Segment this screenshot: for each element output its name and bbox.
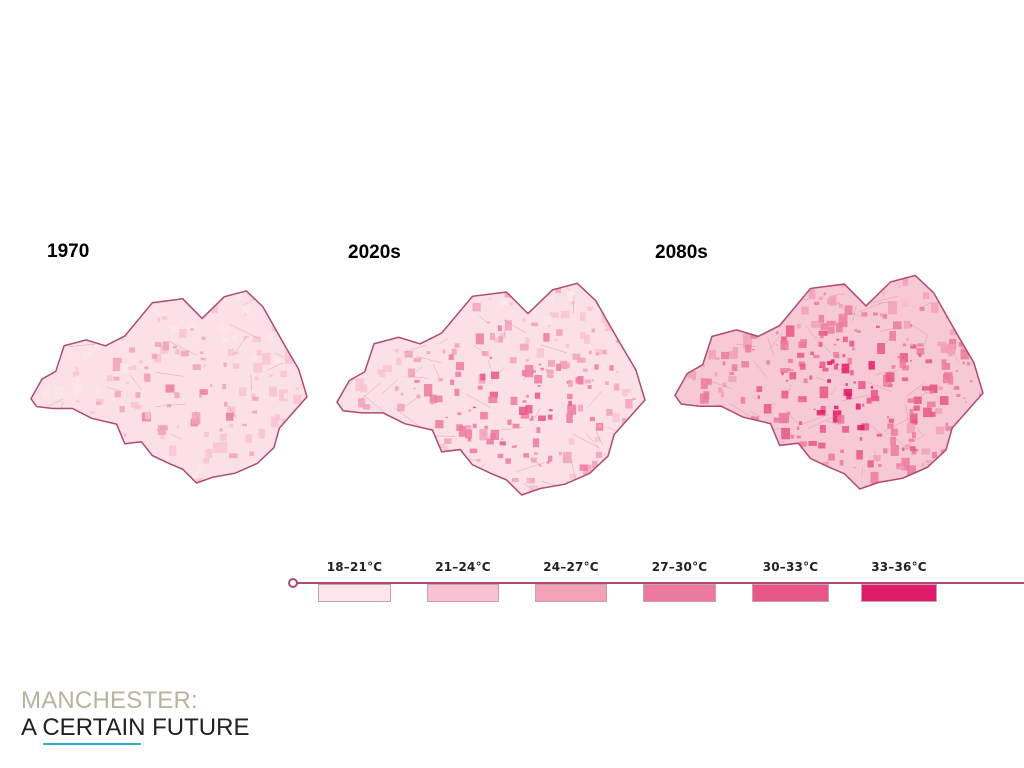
map-title-1970: 1970 [47,241,90,262]
brand-logo: MANCHESTER: A CERTAIN FUTURE [21,688,249,742]
map-region [337,283,645,495]
heat-map-2080s [674,274,984,490]
legend-label: 18–21°C [326,560,383,574]
legend-swatch [643,584,716,602]
map-outline [674,274,984,490]
map-title-2020s: 2020s [348,242,401,263]
map-outline [30,290,308,484]
legend-swatch [318,584,391,602]
brand-subtitle: A CERTAIN FUTURE [21,714,250,741]
legend-swatch [752,584,829,602]
legend-swatch [535,584,607,602]
legend-label: 27–30°C [651,560,708,574]
legend-swatch [427,584,499,602]
map-title-2080s: 2080s [655,242,708,263]
map-outline [336,282,646,496]
timeline-start-marker [288,578,298,588]
legend-swatch [861,584,937,602]
timeline-line [288,578,1024,588]
heat-map-2020s [336,282,646,496]
timeline-track [294,582,1024,584]
legend-label: 33–36°C [871,560,927,574]
brand-title: MANCHESTER: [21,687,198,714]
brand-underline [43,743,141,745]
heat-map-1970 [30,290,308,484]
legend-label: 24–27°C [543,560,599,574]
legend-label: 21–24°C [435,560,491,574]
legend-label: 30–33°C [762,560,819,574]
